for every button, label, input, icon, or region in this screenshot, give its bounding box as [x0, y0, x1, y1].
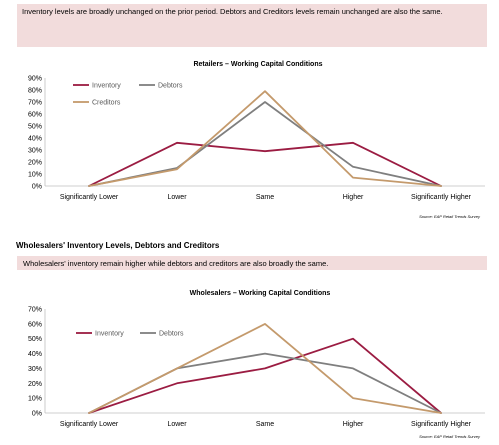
wholesale-text: Wholesalers' inventory remain higher whi…: [23, 259, 329, 268]
series-line-series-3: [88, 323, 442, 414]
y-tick-label: 10%: [28, 172, 42, 179]
y-tick-label: 10%: [28, 396, 42, 403]
y-tick-label: 70%: [28, 307, 42, 314]
y-tick-label: 50%: [28, 336, 42, 343]
x-tick-label: Lower: [167, 421, 187, 428]
series-line-debtors: [88, 101, 442, 187]
y-tick-label: 50%: [28, 124, 42, 131]
y-tick-label: 0%: [32, 184, 42, 191]
y-tick-label: 20%: [28, 160, 42, 167]
y-tick-label: 40%: [28, 136, 42, 143]
y-tick-label: 90%: [28, 76, 42, 83]
intro-callout: Inventory levels are broadly unchanged o…: [17, 4, 487, 47]
y-tick-label: 30%: [28, 366, 42, 373]
y-tick-label: 40%: [28, 351, 42, 358]
legend-label-debtors: Debtors: [158, 83, 183, 90]
chart-title: Wholesalers – Working Capital Conditions: [190, 290, 331, 297]
x-tick-label: Significantly Higher: [411, 421, 472, 428]
y-tick-label: 20%: [28, 381, 42, 388]
legend-label-inventory: Inventory: [92, 83, 121, 90]
source-note: Source: EAP Retail Trends Survey: [419, 214, 481, 219]
wholesale-section-heading: Wholesalers' Inventory Levels, Debtors a…: [16, 241, 220, 250]
y-tick-label: 60%: [28, 112, 42, 119]
series-line-inventory: [88, 141, 442, 187]
x-tick-label: Significantly Lower: [60, 194, 119, 201]
chart-title: Retailers – Working Capital Conditions: [193, 61, 322, 68]
intro-text: Inventory levels are broadly unchanged o…: [22, 7, 443, 16]
legend-label-inventory: Inventory: [95, 331, 124, 338]
wholesalers-chart: Wholesalers – Working Capital Conditions…: [28, 290, 485, 439]
x-tick-label: Significantly Higher: [411, 194, 472, 201]
x-tick-label: Same: [256, 421, 274, 428]
legend-label-debtors: Debtors: [159, 331, 184, 338]
series-line-creditors: [88, 90, 442, 187]
source-note: Source: EAP Retail Trends Survey: [419, 434, 481, 439]
legend-label-creditors: Creditors: [92, 100, 121, 107]
wholesale-callout: Wholesalers' inventory remain higher whi…: [17, 256, 487, 270]
x-tick-label: Same: [256, 194, 274, 201]
y-tick-label: 80%: [28, 88, 42, 95]
y-tick-label: 60%: [28, 321, 42, 328]
series-line-inventory: [88, 337, 442, 414]
retailers-chart: Retailers – Working Capital Conditions 0%…: [28, 61, 485, 219]
y-tick-label: 30%: [28, 148, 42, 155]
y-tick-label: 70%: [28, 100, 42, 107]
x-tick-label: Lower: [167, 194, 187, 201]
x-tick-label: Significantly Lower: [60, 421, 119, 428]
x-tick-label: Higher: [343, 421, 364, 428]
y-tick-label: 0%: [32, 411, 42, 418]
x-tick-label: Higher: [343, 194, 364, 201]
